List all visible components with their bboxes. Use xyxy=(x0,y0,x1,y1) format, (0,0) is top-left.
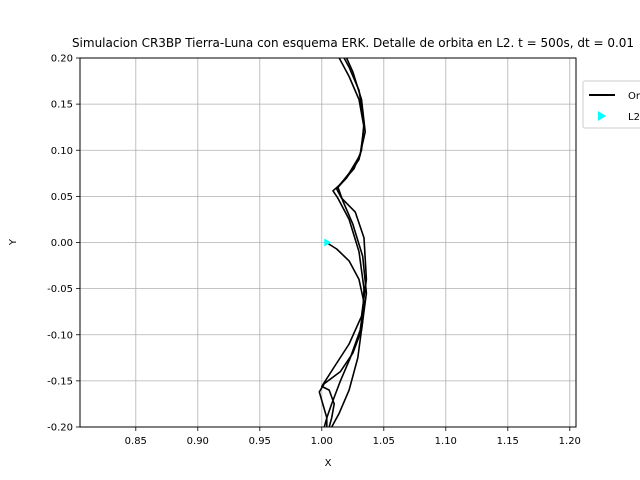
x-tick-label: 1.05 xyxy=(373,436,395,447)
legend-box xyxy=(582,80,640,129)
x-tick-label: 1.20 xyxy=(559,436,581,447)
y-tick-label: -0.05 xyxy=(47,284,73,295)
legend-label-l2: L2 xyxy=(628,112,640,123)
chart-title: Simulacion CR3BP Tierra-Luna con esquema… xyxy=(72,36,634,50)
x-tick-label: 0.95 xyxy=(249,436,271,447)
legend-label-orbita: Orbita xyxy=(628,91,640,102)
y-tick-label: 0.20 xyxy=(51,54,73,65)
orbit-line xyxy=(318,58,368,427)
x-tick-label: 0.90 xyxy=(187,436,209,447)
y-tick-label: 0.10 xyxy=(51,146,73,157)
l2-marker xyxy=(324,238,332,247)
y-tick-label: -0.10 xyxy=(47,330,73,341)
legend: Orbita L2 xyxy=(582,80,640,129)
x-tick-label: 1.00 xyxy=(311,436,333,447)
plot-area xyxy=(318,58,368,427)
orbit-line xyxy=(323,241,365,427)
y-tick-label: 0.05 xyxy=(51,192,73,203)
y-tick-label: 0.15 xyxy=(51,100,73,111)
y-axis-label: Y xyxy=(8,238,19,246)
y-tick-label: 0.00 xyxy=(51,238,73,249)
x-tick-label: 1.10 xyxy=(435,436,457,447)
axis-ticks: 0.85 0.90 0.95 1.00 1.05 1.10 1.15 1.20 -0.20 -0.… xyxy=(47,54,581,448)
x-tick-label: 1.15 xyxy=(497,436,519,447)
x-axis-label: X xyxy=(325,458,332,469)
legend-swatch-l2 xyxy=(598,111,606,121)
y-tick-label: -0.15 xyxy=(47,376,73,387)
x-tick-label: 0.85 xyxy=(125,436,147,447)
y-tick-label: -0.20 xyxy=(47,423,73,434)
